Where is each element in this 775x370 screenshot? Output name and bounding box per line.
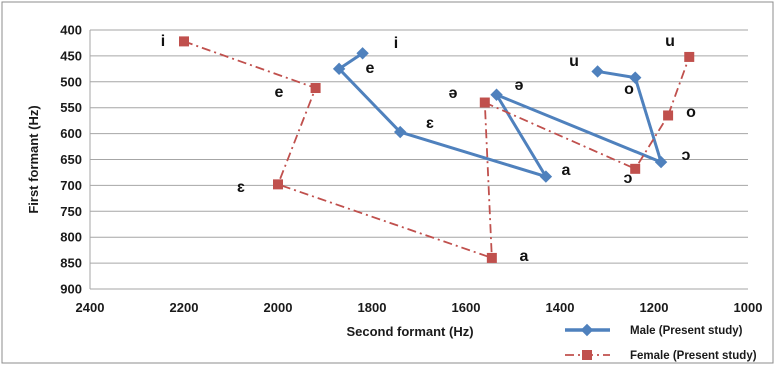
y-axis-title: First formant (Hz) [26,105,41,213]
data-point [486,252,497,263]
x-tick-label: 2200 [170,300,199,315]
legend-swatch-female-marker [582,350,592,360]
x-tick-label: 1000 [734,300,763,315]
vowel-label: ɔ [682,147,691,164]
series-male [332,47,668,183]
legend: Male (Present study) Female (Present stud… [565,323,757,362]
y-tick-label: 650 [60,152,82,167]
data-point [332,62,346,76]
point-label-layer: i i e e ɛ ɛ a a ə ə ɔ ɔ o o u u [161,33,696,265]
x-tick-label: 2000 [264,300,293,315]
series-line [484,56,691,170]
vowel-label: ɔ [624,170,633,187]
data-point [628,71,642,84]
x-tick-label: 1600 [452,300,481,315]
y-tick-label: 450 [60,48,82,63]
x-tick-label: 1200 [640,300,669,315]
data-point [490,88,503,101]
gridlines [90,29,748,290]
data-point [179,36,189,47]
data-point [273,179,283,190]
vowel-label: a [520,248,529,265]
series-line [337,52,663,179]
vowel-label: u [569,53,579,70]
data-point [684,51,695,62]
x-tick-label: 2400 [76,300,105,315]
y-tick-label: 400 [60,23,82,38]
y-tick-label: 800 [60,230,82,245]
vowel-label: e [366,60,375,77]
vowel-label: ə [515,77,524,94]
vowel-label: ə [449,85,458,102]
legend-swatch-male-marker [580,323,594,337]
data-point [654,155,668,169]
y-tick-label: 900 [60,282,82,297]
data-point [539,170,553,183]
data-point [630,163,641,174]
x-tick-label: 1400 [546,300,575,315]
data-point [310,83,321,94]
data-point [591,65,604,78]
y-tick-label: 750 [60,204,82,219]
vowel-label: i [161,33,165,50]
vowel-label: i [394,35,398,52]
x-axis-title: Second formant (Hz) [346,324,473,339]
vowel-label: ɛ [237,179,245,196]
y-tick-label: 500 [60,74,82,89]
data-point [356,47,369,60]
vowel-label: a [562,162,571,179]
series-female [179,36,695,263]
y-tick-label: 600 [60,126,82,141]
y-tick-label: 850 [60,256,82,271]
vowel-label: o [686,104,696,121]
vowel-label: o [624,81,634,98]
data-point [393,125,407,139]
axes: 400 450 500 550 600 650 700 750 800 850 900 2400 220… [26,23,762,340]
vowel-label: e [275,84,284,101]
y-tick-label: 700 [60,178,82,193]
data-point [479,97,490,108]
vowel-label: u [665,33,675,50]
x-tick-label: 1800 [358,300,387,315]
chart-frame [1,1,774,364]
series-layer [179,36,695,263]
legend-label-male: Male (Present study) [630,325,743,337]
vowel-label: ɛ [426,115,434,132]
series-line [183,40,493,259]
y-tick-label: 550 [60,100,82,115]
data-point [663,110,674,121]
legend-label-female: Female (Present study) [630,350,757,362]
